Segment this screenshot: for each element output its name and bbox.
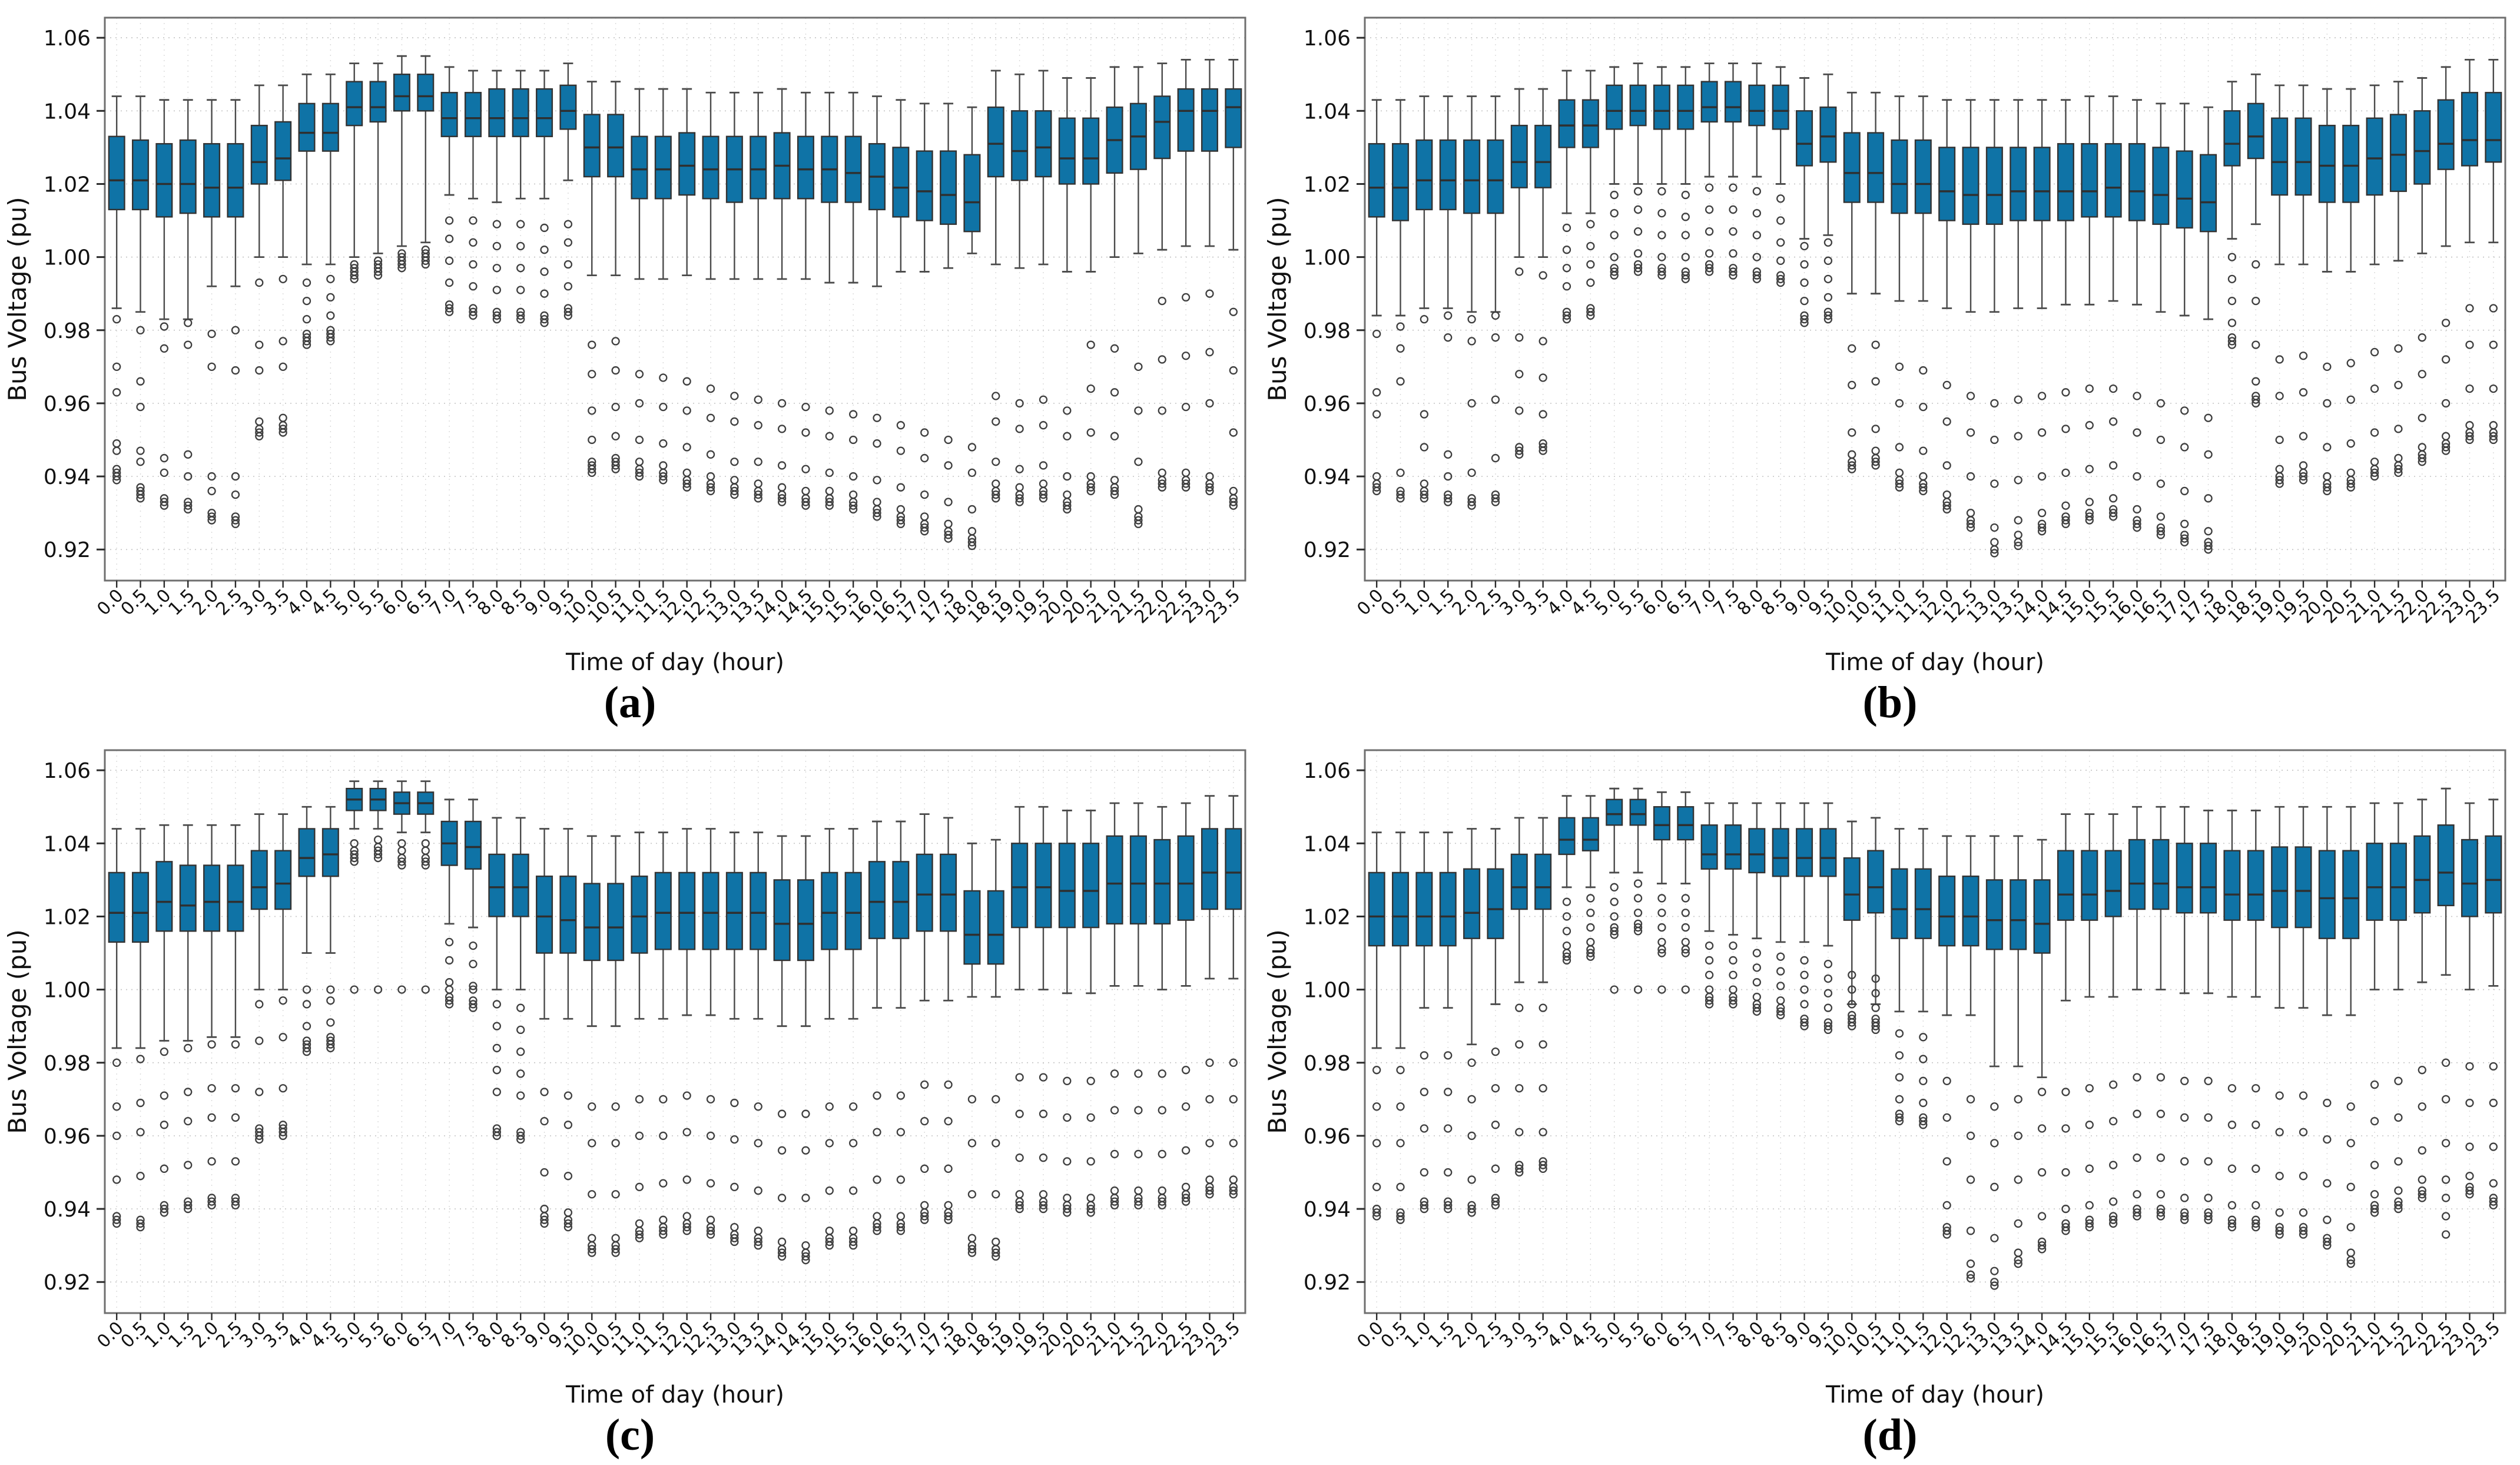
svg-text:1.04: 1.04: [44, 100, 91, 124]
svg-text:0.94: 0.94: [1304, 465, 1351, 489]
svg-text:1.06: 1.06: [1304, 26, 1351, 51]
svg-text:0.98: 0.98: [1304, 1052, 1351, 1076]
caption-d: (d): [1862, 1410, 1918, 1460]
y-axis-label: Bus Voltage (pu): [3, 929, 32, 1134]
svg-text:1.06: 1.06: [44, 26, 91, 51]
svg-text:0.98: 0.98: [44, 319, 91, 343]
svg-text:1.04: 1.04: [1304, 832, 1351, 856]
boxplot-chart-d: 0.920.940.960.981.001.021.041.060.00.51.…: [1263, 749, 2506, 1408]
svg-text:0.96: 0.96: [44, 1125, 91, 1149]
svg-text:1.04: 1.04: [44, 832, 91, 856]
svg-text:1.00: 1.00: [44, 979, 91, 1003]
caption-a: (a): [604, 678, 656, 727]
svg-text:0.94: 0.94: [44, 465, 91, 489]
svg-text:0.94: 0.94: [1304, 1198, 1351, 1222]
panel-a: 0.92 0.94 0.96 0.98 1.00 1.02 1.04 1.06 0.0 0.5 1.…: [0, 0, 1260, 732]
svg-text:1.02: 1.02: [1304, 905, 1351, 929]
x-axis-label: Time of day (hour): [565, 649, 784, 676]
svg-text:1.00: 1.00: [1304, 979, 1351, 1003]
caption-b: (b): [1862, 678, 1918, 727]
svg-text:1.00: 1.00: [1304, 246, 1351, 270]
svg-text:0.96: 0.96: [1304, 392, 1351, 416]
svg-text:1.04: 1.04: [1304, 100, 1351, 124]
panel-b: 0.92 0.94 0.96 0.98 1.00 1.02 1.04 1.06 0.0 0.5 1.…: [1260, 0, 2520, 732]
y-axis-label: Bus Voltage (pu): [1263, 929, 1292, 1134]
svg-text:0.96: 0.96: [1304, 1125, 1351, 1149]
y-axis-label: Bus Voltage (pu): [3, 197, 32, 402]
y-axis-label: Bus Voltage (pu): [1263, 197, 1292, 402]
svg-text:0.98: 0.98: [1304, 319, 1351, 343]
svg-text:0.96: 0.96: [44, 392, 91, 416]
x-axis-label: Time of day (hour): [565, 1381, 784, 1408]
svg-text:1.00: 1.00: [44, 246, 91, 270]
svg-text:1.02: 1.02: [1304, 173, 1351, 197]
panel-c: 0.92 0.94 0.96 0.98 1.00 1.02 1.04 1.06 0.0 0.5 1.…: [0, 732, 1260, 1465]
boxplot-chart-c: 0.920.940.960.981.001.021.041.060.00.51.…: [3, 749, 1246, 1408]
svg-text:1.06: 1.06: [44, 759, 91, 783]
boxplot-chart-a: 0.920.940.960.981.001.021.041.060.00.51.…: [3, 16, 1246, 676]
svg-text:0.98: 0.98: [44, 1052, 91, 1076]
svg-text:0.92: 0.92: [1304, 538, 1351, 562]
svg-text:0.92: 0.92: [44, 538, 91, 562]
boxplot-chart-b: 0.920.940.960.981.001.021.041.060.00.51.…: [1263, 16, 2506, 676]
svg-text:1.02: 1.02: [44, 173, 91, 197]
x-axis-label: Time of day (hour): [1825, 1381, 2044, 1408]
caption-c: (c): [605, 1410, 655, 1460]
svg-text:1.02: 1.02: [44, 905, 91, 929]
panel-d: 0.92 0.94 0.96 0.98 1.00 1.02 1.04 1.06 0.0 0.5 1.…: [1260, 732, 2520, 1465]
svg-text:0.92: 0.92: [1304, 1271, 1351, 1295]
x-axis-label: Time of day (hour): [1825, 649, 2044, 676]
svg-text:1.06: 1.06: [1304, 759, 1351, 783]
svg-text:0.92: 0.92: [44, 1271, 91, 1295]
svg-text:0.94: 0.94: [44, 1198, 91, 1222]
